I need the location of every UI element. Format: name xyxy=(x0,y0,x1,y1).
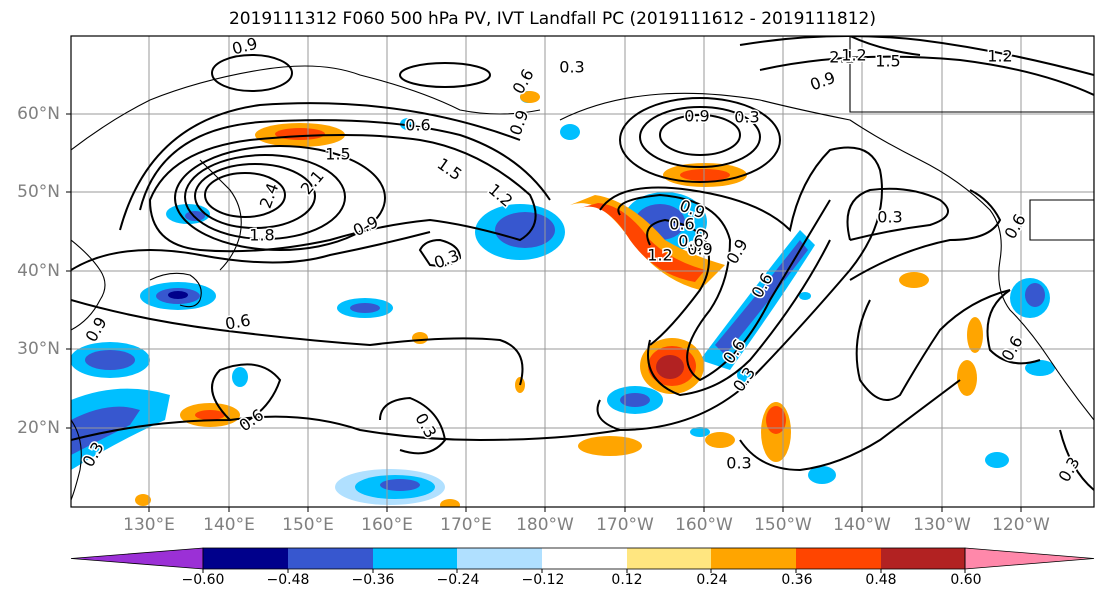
contour-label: 0.3 xyxy=(734,108,759,127)
contour-label: 0.3 xyxy=(1055,454,1084,486)
lon-label-180w: 180°W xyxy=(516,515,574,535)
contour-label: 0.6 xyxy=(1001,211,1030,243)
colorbar-tick-label: 0.36 xyxy=(781,572,813,588)
contour-label: 1.2 xyxy=(647,246,672,265)
lon-label-140w: 140°W xyxy=(833,515,891,535)
lat-label-50n: 50°N xyxy=(17,182,60,202)
lon-label-130e: 130°E xyxy=(123,515,175,535)
colorbar-tick-label: −0.24 xyxy=(436,572,480,588)
colorbar-tick-label: −0.48 xyxy=(266,572,310,588)
contour-label: 1.5 xyxy=(325,145,350,164)
contour-label: 0.3 xyxy=(559,58,584,77)
contour-label: 0.6 xyxy=(678,232,703,251)
gridlines xyxy=(71,36,1094,507)
coastlines xyxy=(71,36,1094,501)
lon-label-170e: 170°E xyxy=(440,515,492,535)
contour-label: 0.3 xyxy=(729,364,759,396)
contour-label: 1.5 xyxy=(875,52,900,71)
lon-label-160e: 160°E xyxy=(361,515,413,535)
lat-label-30n: 30°N xyxy=(17,339,60,359)
contour-label: 0.9 xyxy=(350,212,381,240)
lon-label-120w: 120°W xyxy=(992,515,1050,535)
ivt-contours xyxy=(71,36,1094,491)
colorbar-tick-label: 0.48 xyxy=(865,572,897,588)
colorbar-tick-label: 0.60 xyxy=(950,572,982,588)
contour-label: 0.3 xyxy=(877,208,902,227)
colorbar-tick-label: 0.24 xyxy=(696,572,728,588)
contour-label: 2.1 xyxy=(297,167,328,199)
lon-label-130w: 130°W xyxy=(913,515,971,535)
lon-label-170w: 170°W xyxy=(596,515,654,535)
lat-label-20n: 20°N xyxy=(17,418,60,438)
lat-label-40n: 40°N xyxy=(17,261,60,281)
positive-pv-anomalies xyxy=(135,91,983,507)
lat-label-60n: 60°N xyxy=(17,104,60,124)
contour-label: 2.1 xyxy=(829,48,854,67)
contour-label: 1.8 xyxy=(249,226,274,245)
lon-label-150w: 150°W xyxy=(754,515,812,535)
contour-label: 0.9 xyxy=(807,68,837,95)
colorbar-tick-label: −0.36 xyxy=(351,572,395,588)
contour-label: 0.9 xyxy=(687,240,712,259)
contour-label: 0.9 xyxy=(82,314,111,346)
colorbar-tick-label: −0.12 xyxy=(521,572,565,588)
contour-label: 1.2 xyxy=(841,46,866,65)
contour-label: 0.6 xyxy=(669,215,694,234)
colorbar-tick-label: 0.12 xyxy=(611,572,643,588)
colorbar-tick-label: −0.60 xyxy=(181,572,225,588)
contour-label: 1.5 xyxy=(434,154,466,184)
contour-label: 0.9 xyxy=(684,107,709,126)
contour-label: 1.2 xyxy=(987,47,1012,66)
contour-label: 0.3 xyxy=(726,454,751,473)
contour-label: 0.6 xyxy=(224,310,252,333)
contour-label: 0.6 xyxy=(405,116,430,135)
figure-title: 2019111312 F060 500 hPa PV, IVT Landfall… xyxy=(228,9,876,29)
axis-ticks xyxy=(66,113,1022,512)
lon-label-150e: 150°E xyxy=(282,515,334,535)
lon-label-140e: 140°E xyxy=(203,515,255,535)
contour-label: 0.9 xyxy=(723,236,752,268)
lon-label-160w: 160°W xyxy=(675,515,733,535)
